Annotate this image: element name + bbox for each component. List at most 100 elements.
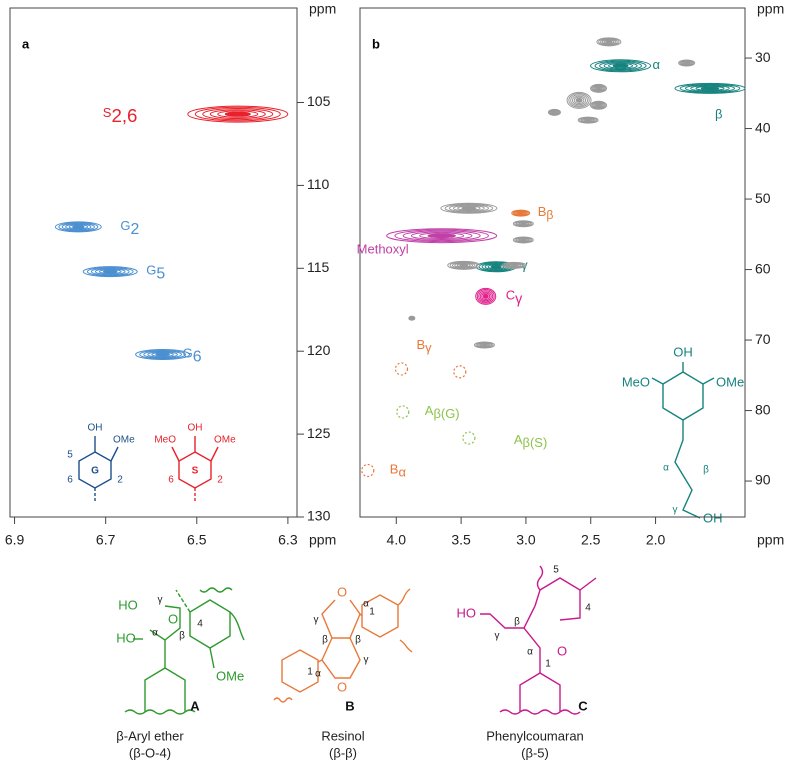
peak-contour (590, 83, 608, 93)
structure-linkage: (β-β) (329, 745, 357, 760)
peak-label-main: β (715, 107, 722, 122)
structure-name: Phenylcoumaran (486, 728, 584, 743)
peak-label: G2 (120, 218, 139, 238)
x-tick-label: 6.5 (187, 532, 207, 548)
peak-contour (461, 206, 477, 210)
structure-letter: B (345, 698, 354, 713)
peak-label: Methoxyl (357, 242, 409, 257)
peak-label-sub: 2,6 (111, 105, 137, 126)
peak-contour (139, 349, 187, 360)
peak-contour (386, 228, 498, 244)
atom: 6 (168, 475, 174, 486)
peak-contour (456, 263, 471, 268)
y-tick-label: 60 (755, 260, 771, 276)
x-tick-label: 6.9 (5, 532, 25, 548)
bond (209, 647, 215, 669)
peak-label: Cγ (506, 288, 523, 307)
structure-letter: A (190, 698, 200, 713)
peak-label-sub: γ (515, 291, 523, 307)
peak-contour (690, 85, 730, 92)
peak-contour (135, 349, 191, 361)
bond (523, 605, 541, 673)
peak-contour (217, 110, 259, 118)
structure-a: HO HO γ α β O 4 OMe A β-Aryl ether (β-O-… (116, 587, 245, 760)
peak-label-main: C (506, 288, 515, 303)
wavy (499, 709, 581, 715)
peak-contour (695, 85, 725, 91)
peak-contour (594, 103, 603, 108)
peak-contour (571, 95, 587, 106)
peak-label: S2,6 (103, 105, 138, 126)
x-tick-label: 3.5 (451, 532, 471, 548)
y-tick-label: 50 (755, 190, 771, 206)
atom: β (179, 631, 185, 642)
peak-label-main: B (390, 462, 399, 477)
peak-contour (72, 225, 85, 229)
atom: β (322, 635, 328, 646)
peak-contour (452, 262, 476, 269)
peak-contour (510, 264, 518, 267)
peak-label-sub: 2 (130, 221, 139, 238)
atom: OH (703, 510, 723, 525)
peak-contour (599, 61, 643, 71)
peak-contour (94, 268, 126, 275)
atom: γ (364, 655, 369, 666)
peak-contour (603, 39, 615, 44)
bond (651, 377, 664, 385)
bond (359, 613, 363, 617)
peak-contour (187, 105, 289, 123)
x-tick-label: 2.5 (581, 532, 601, 548)
peak-label-sub: 6 (193, 349, 202, 366)
peak-contour (594, 60, 647, 72)
y-tick-label: 110 (307, 176, 330, 192)
atom: α (363, 599, 369, 610)
peak-contour (68, 224, 89, 230)
peak (453, 365, 467, 379)
peak-contour (700, 86, 720, 91)
peak-contour (608, 62, 634, 69)
atom: γ (158, 595, 163, 606)
atom: MeO (622, 374, 650, 389)
peak-contour (361, 463, 375, 478)
peak-contour (86, 266, 134, 277)
ring (281, 649, 319, 693)
peak-label-main: A (514, 432, 523, 447)
peak-contour (448, 204, 489, 213)
bond (210, 446, 219, 462)
peak-contour (462, 431, 476, 445)
peak-contour (520, 238, 527, 242)
peak-label-sub: β(G) (433, 406, 459, 421)
peak-contour (459, 263, 469, 267)
bond (175, 589, 191, 613)
peak-contour (599, 38, 618, 46)
peak-contour (224, 111, 251, 117)
y-tick-label: 125 (307, 425, 331, 441)
y-tick-label: 130 (307, 508, 331, 524)
x-tick-label: 4.0 (387, 532, 407, 548)
peak-contour (612, 63, 629, 68)
peak-contour (143, 350, 183, 359)
peak-contour (61, 222, 95, 231)
peak-contour (202, 108, 274, 121)
peak-contour (449, 261, 478, 270)
structure-linkage: (β-O-4) (129, 745, 171, 760)
peak-contour (54, 221, 102, 233)
inset-b: OH MeO OMe α β γ OH (622, 344, 744, 525)
peak-contour (58, 222, 99, 232)
inset-s: MeO OH OMe S 6 2 (154, 423, 236, 502)
plot-frame (359, 7, 746, 518)
bond (702, 377, 715, 385)
atom: OMe (716, 374, 744, 389)
peak (394, 362, 409, 376)
atom: 4 (585, 603, 591, 614)
bond (674, 420, 701, 519)
peak-contour (482, 293, 489, 299)
atom: OH (88, 423, 103, 434)
peak-contour (82, 266, 138, 278)
atom: 2 (217, 475, 223, 486)
peak-contour (593, 102, 604, 108)
peak-label-main: G (146, 263, 156, 278)
peak-label-main: S (103, 106, 112, 121)
peak-contour (679, 83, 741, 94)
